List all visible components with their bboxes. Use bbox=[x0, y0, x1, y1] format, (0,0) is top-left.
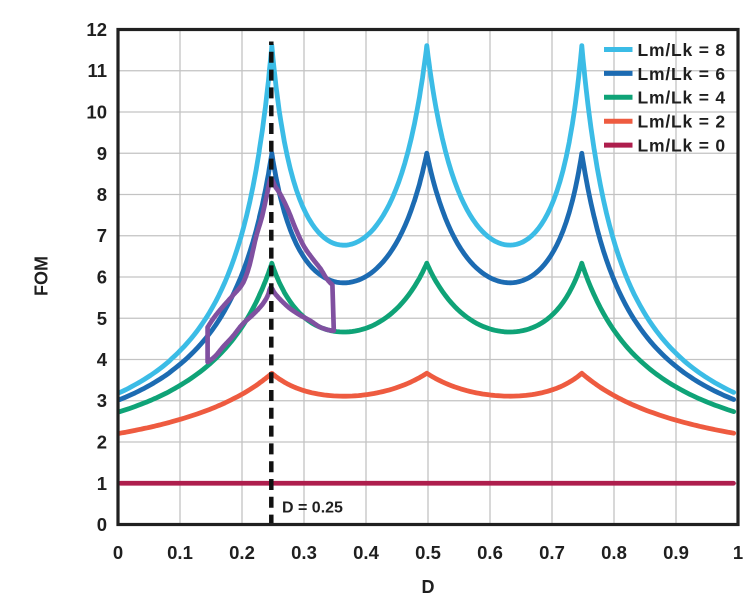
svg-text:D = 0.25: D = 0.25 bbox=[282, 500, 343, 517]
svg-text:0.2: 0.2 bbox=[229, 542, 255, 563]
svg-text:0.6: 0.6 bbox=[477, 542, 503, 563]
svg-text:0.8: 0.8 bbox=[601, 542, 627, 563]
svg-text:Lm/Lk = 0: Lm/Lk = 0 bbox=[638, 136, 726, 156]
svg-text:0: 0 bbox=[97, 514, 107, 535]
svg-text:5: 5 bbox=[97, 308, 107, 329]
svg-text:9: 9 bbox=[97, 143, 107, 164]
svg-text:Lm/Lk = 2: Lm/Lk = 2 bbox=[638, 112, 726, 132]
svg-text:4: 4 bbox=[97, 349, 108, 370]
svg-text:6: 6 bbox=[97, 267, 107, 288]
svg-text:12: 12 bbox=[86, 19, 107, 40]
svg-text:7: 7 bbox=[97, 225, 107, 246]
svg-text:0.7: 0.7 bbox=[539, 542, 565, 563]
svg-text:1: 1 bbox=[733, 542, 743, 563]
svg-text:0.9: 0.9 bbox=[663, 542, 689, 563]
svg-text:0: 0 bbox=[113, 542, 123, 563]
svg-text:FOM: FOM bbox=[32, 256, 52, 296]
svg-text:1: 1 bbox=[97, 473, 107, 494]
svg-text:8: 8 bbox=[97, 184, 107, 205]
svg-text:Lm/Lk = 8: Lm/Lk = 8 bbox=[638, 40, 726, 60]
svg-text:Lm/Lk = 4: Lm/Lk = 4 bbox=[638, 88, 726, 108]
svg-text:11: 11 bbox=[87, 60, 107, 81]
svg-text:0.5: 0.5 bbox=[415, 542, 441, 563]
svg-text:Lm/Lk = 6: Lm/Lk = 6 bbox=[638, 64, 726, 84]
svg-text:2: 2 bbox=[97, 432, 107, 453]
svg-text:D: D bbox=[422, 577, 435, 597]
svg-text:3: 3 bbox=[97, 390, 107, 411]
svg-text:0.3: 0.3 bbox=[291, 542, 317, 563]
svg-text:0.4: 0.4 bbox=[353, 542, 379, 563]
svg-text:10: 10 bbox=[86, 102, 107, 123]
svg-text:0.1: 0.1 bbox=[167, 542, 193, 563]
